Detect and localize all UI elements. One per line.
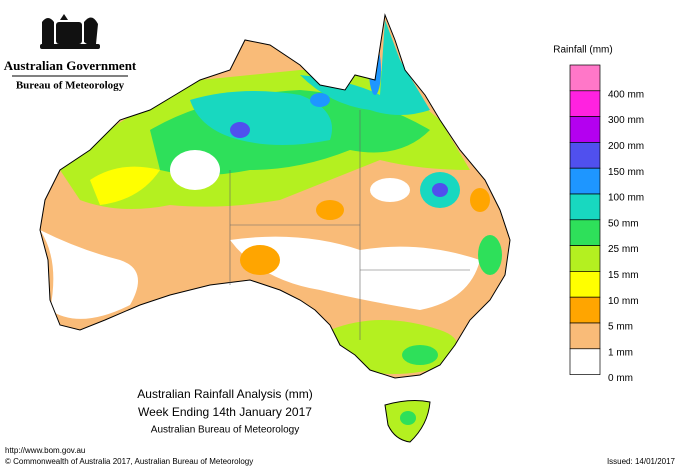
legend-title: Rainfall (mm) [553,45,612,56]
legend-swatch [569,64,601,92]
legend-label: 50 mm [608,218,639,229]
legend-label: 5 mm [608,322,633,333]
legend-swatch [569,142,601,169]
legend-swatch [569,271,601,298]
tasmania [384,400,431,443]
legend-swatch [569,219,601,246]
agency-name: Australian Government [4,58,137,73]
legend-label: 400 mm [608,89,644,100]
bureau-name: Bureau of Meteorology [16,80,125,92]
coat-of-arms [40,14,100,49]
coastline [39,13,511,379]
legend-label: 200 mm [608,141,644,152]
footer-copyright: © Commonwealth of Australia 2017, Austra… [5,457,253,466]
legend-swatch [569,245,601,272]
legend-label: 15 mm [608,270,639,281]
legend-label: 25 mm [608,244,639,255]
map-credit: Australian Bureau of Meteorology [151,425,299,436]
legend-swatch [569,322,601,350]
legend-swatch [569,296,601,324]
legend-label: 300 mm [608,115,644,126]
legend-swatch [569,348,601,375]
legend-label: 1 mm [608,347,633,358]
legend-swatch [569,116,601,143]
footer-url: http://www.bom.gov.au [5,446,85,455]
legend-label: 0 mm [608,373,633,384]
legend: 400 mm 300 mm 200 mm 150 mm 100 mm 50 mm 25 mm… [569,64,644,384]
legend-swatch [569,193,601,221]
legend-swatch [569,167,601,195]
legend-label: 10 mm [608,296,639,307]
legend-swatch [569,90,601,117]
legend-label: 150 mm [608,167,644,178]
map-title: Australian Rainfall Analysis (mm) [137,387,312,401]
map-subtitle: Week Ending 14th January 2017 [138,405,312,419]
state-borders [229,110,470,340]
legend-label: 100 mm [608,193,644,204]
footer-issued: Issued: 14/01/2017 [607,457,676,466]
